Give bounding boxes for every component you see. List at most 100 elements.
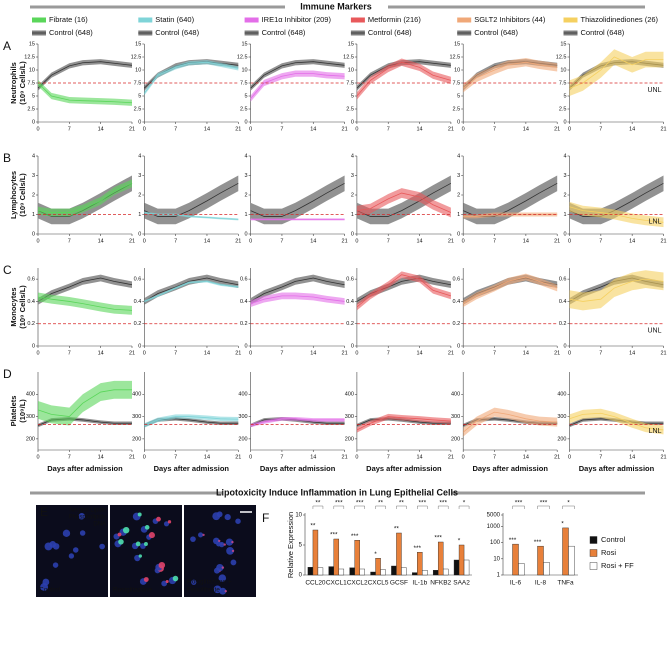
y-tick-label: 100	[490, 540, 501, 546]
axis	[356, 372, 451, 451]
bracket	[354, 505, 365, 509]
significance: **	[399, 500, 405, 507]
x-tick-label: CXCL1	[326, 580, 347, 587]
x-tick-label: 14	[523, 350, 529, 356]
y-tick-label: 0	[138, 231, 141, 237]
nucleus	[49, 541, 57, 548]
x-tick-label: 0	[143, 350, 146, 356]
legend-swatch	[589, 549, 598, 557]
reference-label: UNL	[647, 328, 661, 335]
y-axis-label: Neutrophils	[9, 62, 18, 104]
y-axis-label: Lymphocytes	[9, 171, 18, 219]
x-tick-label: 0	[36, 126, 39, 132]
bar	[354, 540, 360, 576]
significance: ***	[419, 500, 427, 507]
y-axis-label: Monocytes	[9, 287, 18, 326]
nucleus	[235, 518, 241, 524]
stain-label: DNA	[93, 522, 106, 528]
x-tick-label: 14	[629, 454, 635, 460]
lipid-droplet	[167, 520, 172, 524]
x-tick-label: SAA2	[453, 580, 470, 587]
x-tick-label: 14	[98, 350, 104, 356]
y-axis-label: (10⁹ Cells/L)	[18, 173, 27, 217]
nucleus	[216, 563, 224, 572]
y-tick-label: 0	[351, 343, 354, 349]
x-tick-label: 0	[568, 238, 571, 244]
band	[38, 179, 132, 217]
x-tick-label: 14	[523, 238, 529, 244]
y-axis-label: (10⁹/L)	[18, 399, 27, 423]
significance: *	[567, 500, 570, 507]
y-tick-label: 300	[26, 414, 35, 420]
x-tick-label: 0	[36, 350, 39, 356]
line	[250, 277, 345, 302]
significance: **	[315, 500, 321, 507]
bracket	[312, 505, 324, 509]
band	[463, 58, 558, 93]
x-tick-label: 7	[280, 454, 283, 460]
x-tick-label: 7	[280, 350, 283, 356]
y-tick-label: 2	[138, 192, 141, 198]
x-tick-label: CXCL2	[347, 580, 368, 587]
axis	[250, 372, 345, 451]
band	[250, 59, 345, 91]
nucleus	[225, 538, 234, 546]
y-tick-label: 12.5	[131, 54, 142, 60]
nucleus	[212, 537, 220, 545]
significance: ***	[534, 539, 542, 546]
y-tick-label: 15	[29, 41, 35, 47]
nucleus	[226, 547, 234, 555]
x-tick-label: 14	[310, 238, 316, 244]
band	[356, 175, 451, 225]
y-tick-label: 400	[557, 392, 566, 398]
x-tick-label: 7	[493, 350, 496, 356]
y-tick-label: 12.5	[237, 54, 248, 60]
x-tick-label: 21	[342, 126, 348, 132]
x-tick-label: 14	[523, 454, 529, 460]
line	[250, 61, 345, 89]
x-tick-label: 7	[387, 350, 390, 356]
bracket	[512, 505, 525, 509]
nucleus	[219, 587, 227, 595]
x-axis-label: Days after admission	[366, 464, 442, 473]
line	[462, 411, 558, 433]
line	[144, 416, 239, 426]
significance: *	[458, 538, 461, 545]
x-tick-label: 21	[660, 454, 666, 460]
x-tick-label: 21	[554, 126, 560, 132]
y-tick-label: 0	[351, 119, 354, 125]
y-tick-label: 12.5	[343, 54, 354, 60]
legend-label: Rosi	[601, 548, 616, 557]
x-tick-label: 7	[68, 238, 71, 244]
x-tick-label: 14	[417, 350, 423, 356]
y-tick-label: 5	[351, 93, 354, 99]
legend-swatch	[350, 17, 365, 23]
bar	[317, 567, 324, 576]
legend-label: Control (648)	[155, 28, 199, 37]
significance: ***	[351, 533, 359, 540]
nucleus	[213, 585, 222, 594]
axis	[304, 513, 472, 576]
x-tick-label: 0	[249, 126, 252, 132]
line	[462, 61, 558, 89]
y-tick-label: 1	[32, 212, 35, 218]
line	[144, 277, 239, 302]
x-tick-label: 7	[68, 126, 71, 132]
panel-letter: B	[3, 151, 11, 165]
x-tick-label: CXCL5	[368, 580, 389, 587]
image-caption: Rosiglitazone	[113, 587, 152, 594]
bracket	[537, 505, 550, 509]
bar	[537, 545, 544, 576]
bracket	[417, 505, 428, 509]
y-tick-label: 0	[32, 231, 35, 237]
nucleus	[99, 543, 105, 550]
y-tick-label: 5	[32, 93, 35, 99]
x-tick-label: 14	[204, 126, 210, 132]
y-tick-label: 0.6	[240, 277, 248, 283]
reference-label: UNL	[647, 87, 661, 94]
x-axis-label: Days after admission	[260, 464, 336, 473]
x-tick-label: 21	[235, 350, 241, 356]
significance: ***	[509, 537, 517, 544]
y-tick-label: 300	[451, 414, 460, 420]
y-tick-label: 0	[299, 573, 303, 579]
